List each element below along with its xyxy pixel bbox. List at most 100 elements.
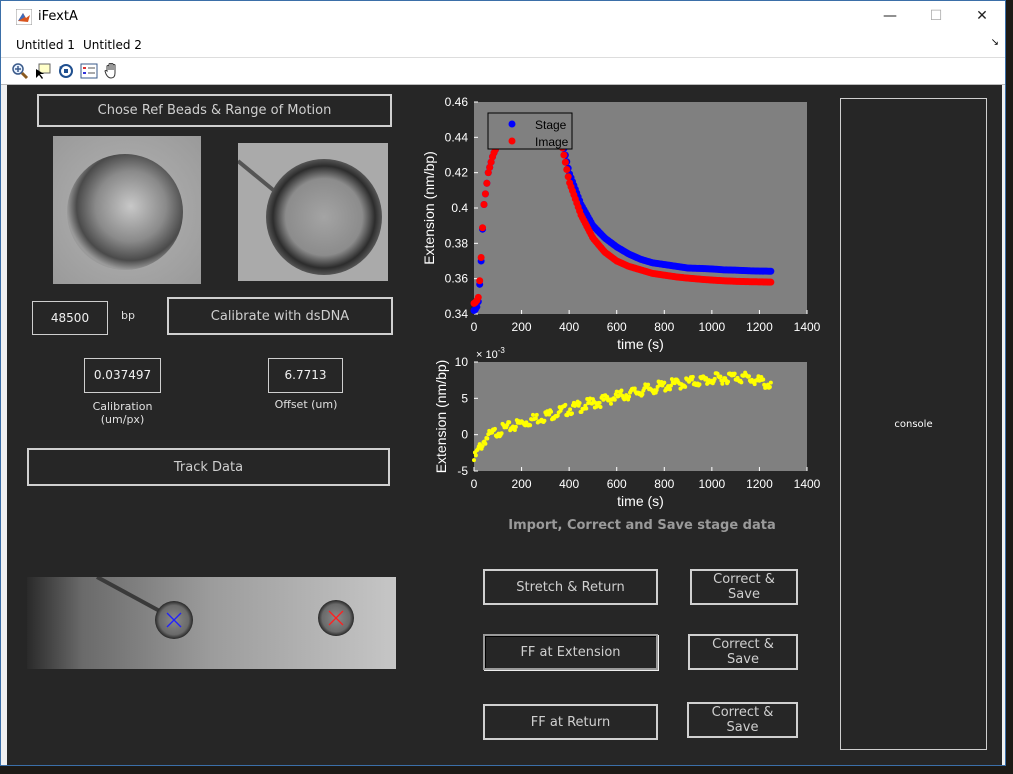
correct-save-button-2[interactable]: Correct & Save: [688, 634, 798, 670]
data-point: [564, 173, 572, 181]
maximize-button[interactable]: ☐: [929, 8, 943, 24]
title-bar: iFextA — ☐ ✕: [1, 1, 1005, 33]
window-title: iFextA: [38, 9, 78, 24]
minimize-button[interactable]: —: [883, 8, 897, 24]
data-point: [654, 388, 659, 393]
data-point: [474, 293, 482, 301]
y-tick-label: 5: [461, 391, 468, 405]
data-point: [483, 441, 488, 446]
correct-save-button-1[interactable]: Correct & Save: [690, 569, 798, 605]
data-point: [561, 158, 569, 166]
chose-ref-beads-button[interactable]: Chose Ref Beads & Range of Motion: [37, 94, 392, 127]
offset-label: Offset (um): [274, 398, 338, 411]
y-axis-label: Extension (nm/bp): [421, 151, 437, 265]
x-tick-label: 0: [471, 477, 478, 491]
data-point: [655, 384, 660, 389]
matlab-app-icon: [16, 9, 32, 25]
data-point: [752, 382, 757, 387]
y-tick-label: 10: [455, 355, 469, 369]
x-axis-label: time (s): [617, 336, 664, 352]
pan-hand-icon[interactable]: [102, 61, 122, 81]
data-point: [612, 397, 617, 402]
data-point: [646, 382, 651, 387]
calibrate-dsdna-button[interactable]: Calibrate with dsDNA: [167, 297, 393, 335]
close-button[interactable]: ✕: [976, 8, 988, 24]
data-point: [672, 381, 677, 386]
console-panel[interactable]: console: [840, 98, 987, 750]
data-point: [767, 267, 775, 275]
data-point: [479, 224, 487, 232]
y-exponent-label: × 10-3: [476, 346, 505, 361]
toolbar: [1, 58, 1005, 85]
data-point: [668, 383, 673, 388]
ref-bead-marker-blue: [166, 612, 182, 628]
x-tick-label: 800: [654, 477, 674, 491]
legend-box: [487, 112, 573, 150]
legend-label: Image: [535, 135, 569, 149]
x-tick-label: 0: [471, 320, 478, 334]
data-point: [609, 401, 614, 406]
data-point: [739, 380, 744, 385]
menu-overflow-icon[interactable]: ↘: [990, 37, 999, 48]
y-tick-label: 0: [461, 428, 468, 442]
data-point: [726, 379, 731, 384]
x-tick-label: 200: [512, 477, 532, 491]
correct-save-button-3[interactable]: Correct & Save: [687, 702, 798, 738]
y-tick-label: 0.44: [445, 130, 469, 144]
data-point: [512, 428, 517, 433]
data-point: [528, 423, 533, 428]
x-tick-label: 200: [512, 320, 532, 334]
y-tick-label: 0.42: [445, 166, 469, 180]
data-cursor-icon[interactable]: [33, 61, 53, 81]
menu-untitled-2[interactable]: Untitled 2: [83, 38, 142, 52]
legend-icon[interactable]: [79, 61, 99, 81]
data-point: [619, 388, 624, 393]
figure-panel: Chose Ref Beads & Range of Motion: [7, 85, 1002, 765]
chart-legend: Stage Image: [487, 112, 573, 150]
data-point: [616, 393, 621, 398]
data-point: [767, 385, 772, 390]
data-point: [605, 394, 610, 399]
x-tick-label: 800: [654, 320, 674, 334]
y-exponent-power: -3: [498, 346, 506, 355]
data-point: [485, 436, 490, 441]
data-point: [732, 371, 737, 376]
data-point: [563, 165, 571, 173]
data-point: [640, 392, 645, 397]
ff-at-return-button[interactable]: FF at Return: [483, 704, 658, 740]
data-point: [477, 253, 485, 261]
data-point: [492, 426, 497, 431]
calibration-value[interactable]: 0.037497: [84, 358, 161, 393]
data-point: [472, 458, 476, 463]
y-tick-label: 0.38: [445, 236, 469, 250]
data-point: [598, 405, 603, 410]
data-point: [746, 374, 751, 379]
bp-input[interactable]: 48500: [32, 301, 108, 335]
x-tick-label: 400: [559, 477, 579, 491]
tracking-image: [27, 577, 396, 669]
data-point: [563, 402, 568, 407]
data-point: [767, 278, 775, 286]
offset-value[interactable]: 6.7713: [268, 358, 343, 393]
stretch-return-button[interactable]: Stretch & Return: [483, 569, 658, 605]
x-tick-label: 600: [607, 477, 627, 491]
data-point: [704, 376, 709, 381]
zoom-in-icon[interactable]: [10, 61, 30, 81]
data-point: [534, 412, 539, 417]
menu-untitled-1[interactable]: Untitled 1: [16, 38, 75, 52]
data-point: [568, 407, 573, 412]
track-data-button[interactable]: Track Data: [27, 448, 390, 486]
rotate-3d-icon[interactable]: [56, 61, 76, 81]
data-point: [667, 387, 672, 392]
data-point: [718, 374, 723, 379]
data-point: [697, 382, 702, 387]
data-point: [662, 380, 667, 385]
data-point: [484, 169, 492, 177]
data-point: [480, 200, 488, 208]
ff-at-extension-button[interactable]: FF at Extension: [483, 634, 658, 670]
x-tick-label: 1000: [699, 477, 726, 491]
data-point: [481, 190, 489, 198]
data-point: [530, 412, 535, 417]
data-point: [560, 151, 568, 159]
